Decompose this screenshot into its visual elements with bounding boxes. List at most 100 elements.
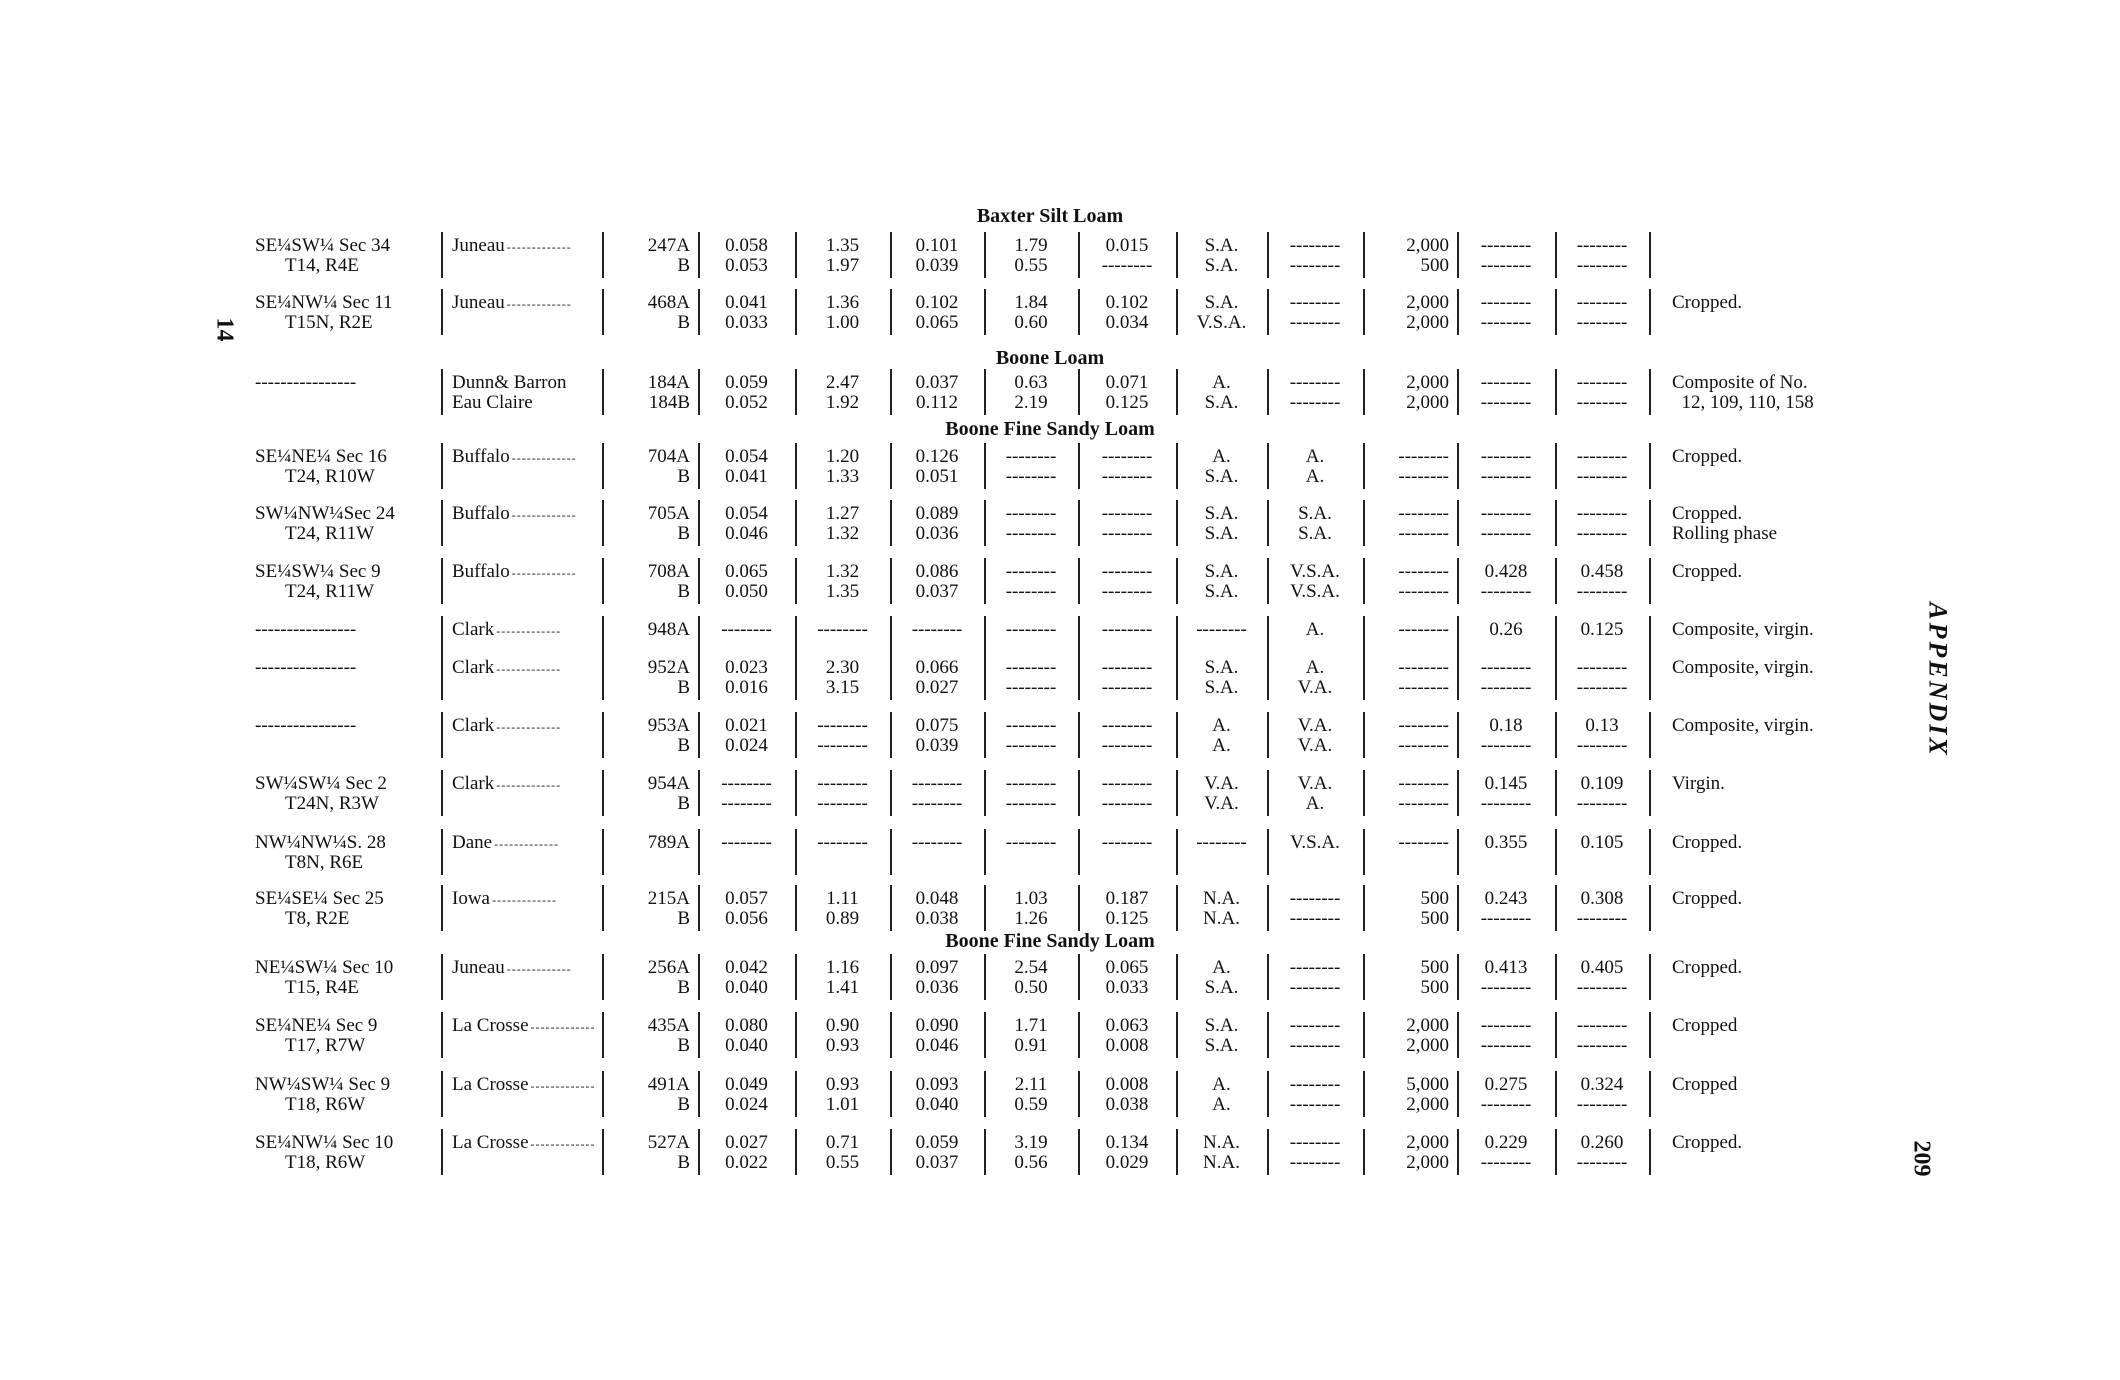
value-col-5: -------- -------- (1082, 447, 1172, 487)
value-col-7-line: -------- (1289, 392, 1341, 413)
value-col-4-line: 0.50 (1014, 977, 1048, 998)
value-col-3-line: 0.066 (915, 657, 959, 678)
location-line: T18, R6W (285, 1152, 366, 1173)
column-rule (1649, 885, 1651, 931)
column-rule (890, 829, 892, 875)
remarks: Composite, virgin. (1672, 658, 1972, 678)
value-col-9-line: -------- (1480, 908, 1532, 929)
location-line: ---------------- (255, 372, 357, 393)
value-col-10-line: -------- (1576, 372, 1628, 393)
sample-number-line: B (677, 255, 690, 276)
value-col-6-line: V.A. (1204, 793, 1239, 814)
location-line: NW¼SW¼ Sec 9 (255, 1074, 391, 1095)
column-rule (1649, 1071, 1651, 1117)
column-rule (441, 885, 443, 931)
value-col-9-line: -------- (1480, 466, 1532, 487)
value-col-9-line: -------- (1480, 255, 1532, 276)
value-col-7-line: -------- (1289, 1035, 1341, 1056)
value-col-6: -------- (1180, 833, 1263, 853)
value-col-5: 0.063 0.008 (1082, 1016, 1172, 1056)
column-rule (1363, 500, 1365, 546)
value-col-3-line: 0.027 (915, 677, 959, 698)
county: Clark (452, 774, 602, 794)
value-col-7: -------- -------- (1271, 1075, 1359, 1115)
value-col-8-line: -------- (1398, 715, 1449, 736)
value-col-10-line: -------- (1576, 908, 1628, 929)
value-col-9: -------- -------- (1461, 447, 1551, 487)
value-col-8-line: 2,000 (1406, 1094, 1449, 1115)
column-rule (698, 654, 700, 700)
location: ---------------- (255, 658, 441, 678)
sample-number-line: 435A (647, 1015, 690, 1036)
column-rule (795, 770, 797, 816)
value-col-8-line: 2,000 (1406, 1015, 1449, 1036)
column-rule (1649, 616, 1651, 662)
value-col-2-line: 1.16 (825, 957, 860, 978)
value-col-2: -------- (799, 833, 886, 853)
value-col-9: -------- -------- (1461, 236, 1551, 276)
remarks: Cropped (1672, 1075, 1972, 1095)
value-col-5-line: -------- (1101, 503, 1153, 524)
value-col-8-line: -------- (1398, 657, 1449, 678)
column-rule (698, 500, 700, 546)
value-col-2-line: 1.32 (825, 523, 860, 544)
location: NW¼SW¼ Sec 9 T18, R6W (255, 1075, 441, 1115)
value-col-4-line: -------- (1005, 503, 1057, 524)
sample-number-line: B (677, 1094, 690, 1115)
column-rule (1267, 654, 1269, 700)
column-rule (1457, 712, 1459, 758)
column-rule (1457, 1012, 1459, 1058)
column-rule (1363, 654, 1365, 700)
sample-number-line: 527A (647, 1132, 690, 1153)
value-col-4: -------- -------- (988, 447, 1074, 487)
column-rule (1363, 1129, 1365, 1175)
sample-number-line: B (677, 908, 690, 929)
column-rule (441, 616, 443, 662)
value-col-3: 0.089 0.036 (894, 504, 980, 544)
sample-number-line: B (677, 977, 690, 998)
value-col-1: 0.021 0.024 (702, 716, 791, 756)
county-line: Clark (452, 620, 602, 640)
value-col-10-line: -------- (1576, 392, 1628, 413)
value-col-6-line: S.A. (1204, 561, 1239, 582)
column-rule (1649, 770, 1651, 816)
value-col-7-line: A. (1305, 466, 1325, 487)
column-rule (441, 1012, 443, 1058)
column-rule (1649, 1129, 1651, 1175)
value-col-7-line: -------- (1289, 372, 1341, 393)
value-col-6-line: -------- (1196, 619, 1247, 640)
value-col-6: A. A. (1180, 1075, 1263, 1115)
location-line: T14, R4E (285, 255, 359, 276)
column-rule (984, 954, 986, 1000)
value-col-3: 0.126 0.051 (894, 447, 980, 487)
column-rule (1267, 616, 1269, 662)
value-col-9-line: -------- (1480, 1035, 1532, 1056)
sample-number: 953A B (602, 716, 690, 756)
county: Juneau (452, 293, 602, 313)
value-col-5: 0.102 0.034 (1082, 293, 1172, 333)
value-col-1-line: 0.041 (725, 292, 768, 313)
column-rule (1363, 369, 1365, 415)
column-rule (984, 770, 986, 816)
value-col-8: 2,000 2,000 (1367, 293, 1449, 333)
value-col-6: A. S.A. (1180, 958, 1263, 998)
value-col-9-line: -------- (1480, 581, 1532, 602)
county-name: Buffalo (452, 504, 575, 524)
county-name: Clark (452, 774, 559, 794)
column-rule (1555, 232, 1557, 278)
value-col-10: 0.324 -------- (1559, 1075, 1645, 1115)
column-rule (890, 500, 892, 546)
location: SE¼SE¼ Sec 25 T8, R2E (255, 889, 441, 929)
column-rule (602, 770, 604, 816)
column-rule (890, 289, 892, 335)
value-col-10-line: 0.308 (1580, 888, 1624, 909)
column-rule (1267, 712, 1269, 758)
value-col-2-line: 1.00 (825, 312, 860, 333)
value-col-3-line: 0.065 (915, 312, 959, 333)
column-rule (1078, 558, 1080, 604)
column-rule (1078, 1071, 1080, 1117)
column-rule (984, 616, 986, 662)
value-col-4-line: 2.19 (1014, 392, 1048, 413)
column-rule (1363, 558, 1365, 604)
value-col-10-line: -------- (1576, 793, 1628, 814)
